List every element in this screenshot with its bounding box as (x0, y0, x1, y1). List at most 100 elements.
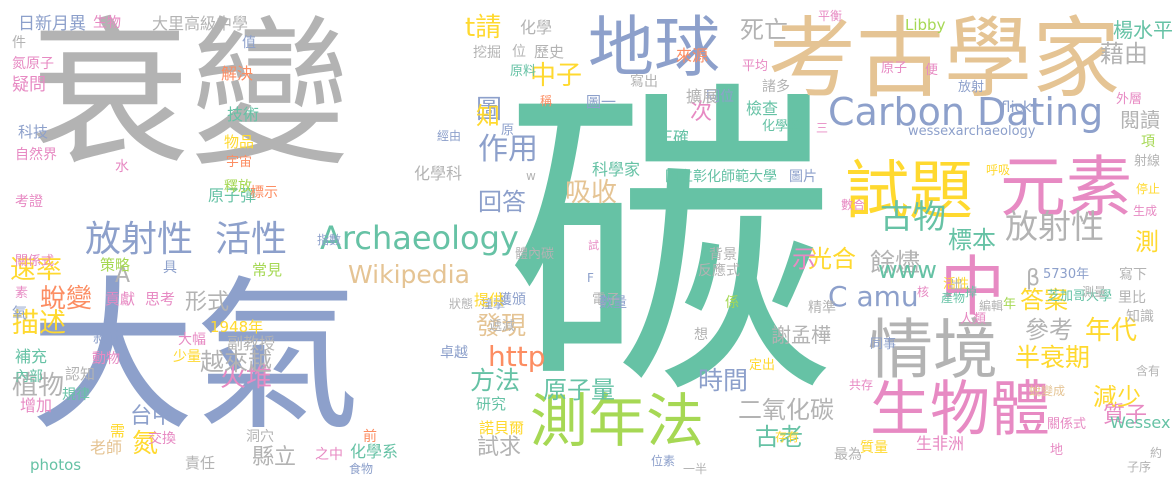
cloud-word: 里比 (1118, 290, 1146, 306)
cloud-word: 化學科 (414, 164, 463, 183)
cloud-word: 老師 (90, 438, 123, 457)
cloud-word: 獲頒 (498, 292, 526, 308)
cloud-word: 人類 (960, 312, 987, 327)
cloud-word: 謝孟樺 (771, 323, 831, 347)
cloud-word: 係 (725, 295, 739, 311)
cloud-word: 外層 (1116, 92, 1143, 107)
cloud-word: 補充 (15, 347, 48, 366)
cloud-word: 宇宙 (226, 155, 253, 170)
cloud-word: 半衰期 (1015, 343, 1091, 372)
cloud-word: 精準 (808, 300, 836, 316)
cloud-word: 答案 (1020, 286, 1068, 314)
cloud-word: 日新月異 (18, 14, 86, 34)
cloud-word: 規律 (62, 387, 90, 403)
cloud-word: 年代 (1085, 316, 1138, 346)
cloud-word: 三 (816, 121, 829, 135)
cloud-word: 化學 (520, 18, 553, 37)
cloud-word: 放射 (958, 80, 985, 95)
cloud-word: 指數 (317, 233, 342, 247)
cloud-word: 標本 (948, 226, 996, 254)
cloud-word: 需 (110, 422, 126, 440)
cloud-word: 減少 (1093, 383, 1141, 411)
cloud-word: 產物 (941, 291, 966, 305)
cloud-word: 試求 (477, 435, 522, 460)
cloud-word: Carbon Dating (828, 90, 1104, 134)
cloud-word: 元素 (1000, 149, 1132, 226)
cloud-word: 提供 (474, 291, 505, 309)
cloud-word: 認知 (65, 365, 96, 383)
cloud-word: 研究 (476, 395, 507, 413)
cloud-word: 內部 (15, 369, 43, 385)
cloud-word: 同位 (706, 89, 734, 105)
cloud-word: 光合 (808, 245, 856, 273)
cloud-word: 經由 (437, 129, 462, 143)
cloud-word: Archaeology (320, 219, 519, 257)
cloud-word: 原子 (881, 61, 908, 76)
cloud-word: 呼吸 (986, 163, 1011, 177)
cloud-word: 台中 (130, 404, 175, 429)
cloud-word: 具 (163, 260, 177, 276)
cloud-word: 5730年 (1043, 267, 1090, 282)
cloud-word: 關係式 (15, 254, 55, 269)
cloud-word: 背景 (709, 247, 737, 263)
cloud-word: 原子彈 (208, 186, 257, 205)
cloud-word: 化學獎 (762, 119, 802, 134)
cloud-word: 試題 (845, 155, 973, 229)
cloud-word: 標示 (250, 185, 278, 201)
cloud-word: 速率 (10, 255, 63, 285)
cloud-word: 回答 (478, 188, 526, 216)
cloud-word: 生成 (1133, 204, 1158, 218)
cloud-word: 檢查 (746, 99, 779, 118)
cloud-word: 次 (690, 100, 713, 125)
cloud-word: 停止 (1136, 182, 1161, 196)
cloud-word: 挖掘 (473, 45, 501, 61)
cloud-word: 思考 (145, 290, 176, 308)
cloud-word: 芝加哥大學 (1047, 289, 1113, 304)
cloud-word: 少量 (173, 349, 201, 365)
cloud-word: 數合 (841, 198, 866, 212)
cloud-word: 衰變 (30, 1, 351, 188)
cloud-word: 掉 (965, 285, 978, 299)
cloud-word: 方法 (470, 366, 521, 395)
cloud-word: 地球 (588, 9, 720, 86)
cloud-word: 卓越 (440, 345, 468, 361)
cloud-word: 策略 (100, 256, 131, 274)
cloud-word: 餘燼 (870, 248, 921, 277)
cloud-word: 原料 (510, 64, 537, 79)
cloud-word: 縣立 (252, 445, 297, 470)
cloud-word: t請 (465, 13, 502, 43)
cloud-word: 中子 (530, 61, 583, 91)
cloud-word: 共存 (849, 378, 874, 392)
cloud-word: 副教授 (227, 334, 276, 353)
cloud-word: 約 (1150, 446, 1163, 460)
cloud-word: 時間 (698, 366, 749, 395)
cloud-word: 平均 (742, 59, 769, 74)
cloud-word: 存有 (775, 430, 800, 444)
cloud-word: 科學家 (592, 160, 641, 179)
cloud-word: 描述 (12, 308, 66, 339)
cloud-word: 生物體 (870, 375, 1050, 445)
cloud-word: 知識 (1126, 309, 1154, 325)
cloud-word: 技術 (227, 105, 260, 124)
cloud-word: 含有 (1136, 364, 1161, 378)
cloud-word: 位素 (651, 454, 676, 468)
cloud-word: 大幅 (178, 332, 206, 348)
cloud-word: 年 (1003, 297, 1017, 312)
cloud-word: 食物 (349, 462, 374, 476)
cloud-word: 地 (1050, 443, 1064, 458)
cloud-word: 值 (242, 35, 256, 51)
cloud-word: 責任 (185, 454, 216, 472)
cloud-word: 圖 (476, 95, 503, 125)
cloud-word: 平衡 (818, 9, 843, 23)
cloud-word: 之中 (315, 447, 343, 463)
cloud-word: 便 (925, 63, 939, 78)
cloud-word: 來源 (676, 46, 709, 65)
cloud-word: 前 (363, 429, 377, 445)
cloud-word: 生物 (93, 15, 121, 31)
cloud-word: 反應式 (698, 263, 740, 279)
cloud-word: 質子 (1103, 403, 1148, 428)
cloud-word: Wikipedia (348, 260, 470, 289)
cloud-word: 最為 (834, 447, 862, 463)
cloud-word: 大氣 (30, 261, 360, 453)
